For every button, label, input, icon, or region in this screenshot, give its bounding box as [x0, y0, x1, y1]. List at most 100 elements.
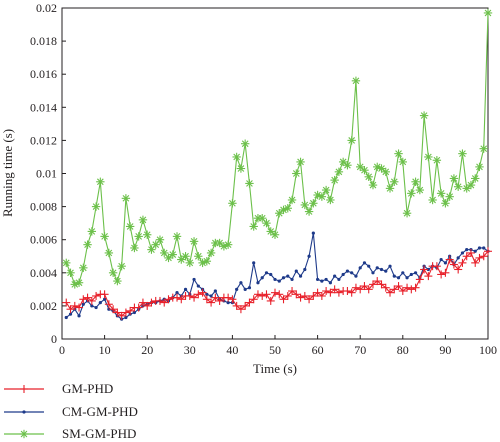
x-tick-label: 60: [312, 343, 324, 357]
data-point-gm-phd: [113, 308, 122, 317]
data-point-gm-phd: [326, 288, 335, 297]
data-point-sm-gm-phd: [155, 235, 165, 244]
x-tick-label: 40: [226, 343, 238, 357]
legend-marker-gm-phd: [20, 385, 28, 393]
data-point-cm-gm-phd: [103, 297, 107, 301]
data-point-gm-phd: [381, 283, 390, 292]
y-tick-label: 0.02: [36, 1, 57, 15]
legend-symbol-gm-phd: [20, 385, 28, 393]
data-point-gm-phd: [394, 282, 403, 291]
data-point-sm-gm-phd: [202, 257, 212, 266]
data-point-sm-gm-phd: [398, 157, 407, 167]
series-sm-gm-phd: [62, 8, 493, 289]
data-point-cm-gm-phd: [320, 279, 324, 283]
data-point-sm-gm-phd: [206, 248, 216, 258]
data-point-gm-phd: [373, 277, 382, 286]
data-point-sm-gm-phd: [445, 192, 454, 201]
data-point-gm-phd: [313, 288, 322, 297]
data-point-gm-phd: [117, 311, 126, 320]
data-point-cm-gm-phd: [333, 274, 337, 278]
data-point-gm-phd: [245, 298, 254, 307]
data-point-sm-gm-phd: [240, 139, 250, 148]
data-point-cm-gm-phd: [409, 272, 413, 277]
y-axis: 0 0.002 0.004 0.006 0.008 0.01 0.012 0.014 0.016…: [30, 1, 66, 346]
x-tick-label: 70: [354, 343, 366, 357]
data-point-sm-gm-phd: [194, 252, 203, 261]
data-point-gm-phd: [236, 305, 245, 314]
data-point-sm-gm-phd: [96, 177, 105, 186]
data-point-sm-gm-phd: [143, 230, 152, 239]
data-point-cm-gm-phd: [316, 277, 320, 282]
data-point-sm-gm-phd: [377, 164, 386, 173]
y-tick-label: 0.002: [30, 299, 57, 313]
data-point-gm-phd: [296, 293, 305, 302]
data-point-gm-phd: [215, 296, 224, 305]
data-point-gm-phd: [249, 295, 258, 304]
data-point-cm-gm-phd: [68, 312, 73, 316]
data-point-cm-gm-phd: [392, 274, 396, 278]
x-tick-label: 20: [141, 343, 153, 357]
data-point-gm-phd: [288, 287, 297, 296]
data-point-gm-phd: [445, 255, 454, 264]
series-gm-phd: [62, 247, 492, 320]
data-point-cm-gm-phd: [371, 271, 375, 275]
data-point-cm-gm-phd: [286, 274, 290, 278]
data-point-gm-phd: [92, 291, 101, 300]
legend-label-cm-gm-phd: CM-GM-PHD: [62, 404, 138, 419]
data-point-sm-gm-phd: [458, 149, 467, 158]
data-point-gm-phd: [224, 293, 233, 302]
x-tick-label: 30: [184, 343, 196, 357]
data-point-sm-gm-phd: [479, 144, 488, 153]
x-tick-label: 90: [439, 343, 451, 357]
data-point-sm-gm-phd: [87, 227, 97, 236]
data-point-gm-phd: [300, 291, 309, 300]
data-point-cm-gm-phd: [473, 249, 477, 253]
data-point-sm-gm-phd: [125, 222, 135, 231]
data-point-sm-gm-phd: [326, 195, 335, 205]
data-point-gm-phd: [390, 285, 399, 294]
data-point-gm-phd: [322, 287, 331, 296]
data-point-gm-phd: [164, 295, 173, 304]
x-axis-title: Time (s): [253, 361, 297, 376]
data-point-gm-phd: [462, 252, 471, 261]
data-point-sm-gm-phd: [304, 207, 314, 216]
data-point-gm-phd: [398, 287, 407, 296]
data-point-gm-phd: [143, 301, 152, 310]
data-point-sm-gm-phd: [151, 240, 160, 249]
data-point-gm-phd: [356, 285, 365, 294]
data-point-sm-gm-phd: [356, 162, 365, 172]
data-point-sm-gm-phd: [66, 268, 75, 277]
data-point-cm-gm-phd: [396, 276, 401, 280]
data-point-cm-gm-phd: [239, 281, 243, 285]
data-point-gm-phd: [87, 296, 96, 305]
data-point-sm-gm-phd: [483, 8, 493, 18]
y-tick-label: 0.012: [30, 133, 57, 147]
data-point-gm-phd: [241, 301, 250, 310]
data-point-sm-gm-phd: [419, 111, 429, 120]
data-point-cm-gm-phd: [358, 266, 362, 270]
data-point-sm-gm-phd: [415, 185, 425, 195]
data-point-sm-gm-phd: [62, 258, 71, 268]
data-point-cm-gm-phd: [226, 300, 230, 305]
data-point-sm-gm-phd: [275, 209, 284, 218]
x-axis: 0 10 20 30 40 50 60 70 80 90 100: [59, 335, 497, 357]
data-point-gm-phd: [121, 308, 130, 317]
data-point-cm-gm-phd: [311, 231, 315, 235]
data-point-sm-gm-phd: [436, 189, 446, 198]
data-point-gm-phd: [279, 295, 288, 304]
data-point-sm-gm-phd: [385, 184, 395, 193]
data-point-cm-gm-phd: [294, 269, 298, 273]
data-point-cm-gm-phd: [375, 266, 379, 270]
data-point-gm-phd: [475, 253, 484, 262]
data-point-gm-phd: [283, 291, 292, 300]
y-tick-label: 0.01: [36, 167, 57, 181]
data-point-gm-phd: [360, 282, 369, 291]
data-point-gm-phd: [75, 303, 84, 312]
data-point-gm-phd: [266, 296, 275, 305]
data-point-gm-phd: [100, 290, 109, 299]
data-point-sm-gm-phd: [79, 263, 88, 273]
data-point-sm-gm-phd: [343, 161, 352, 170]
data-point-sm-gm-phd: [428, 195, 437, 205]
data-point-sm-gm-phd: [223, 240, 233, 249]
data-point-gm-phd: [177, 295, 186, 304]
